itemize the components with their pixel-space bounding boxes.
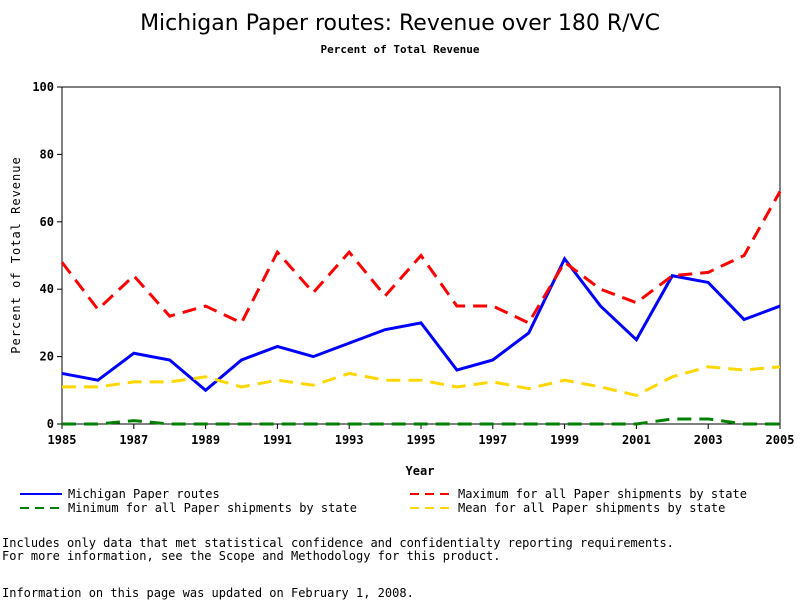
y-tick-label: 40 (40, 282, 54, 296)
series-line (62, 365, 781, 397)
x-tick-label: 1985 (48, 433, 77, 447)
x-tick-label: 2001 (622, 433, 651, 447)
x-tick-label: 1997 (478, 433, 507, 447)
y-tick-label: 60 (40, 215, 54, 229)
legend-label: Michigan Paper routes (68, 487, 220, 501)
x-tick-label: 1993 (335, 433, 364, 447)
legend-label: Minimum for all Paper shipments by state (68, 501, 357, 515)
y-tick-label: 20 (40, 350, 54, 364)
series-line (62, 417, 780, 426)
series-line (61, 256, 781, 393)
x-tick-label: 1987 (119, 433, 148, 447)
x-tick-label: 1995 (407, 433, 436, 447)
note: Includes only data that met statistical … (2, 536, 674, 550)
legend-label: Maximum for all Paper shipments by state (458, 487, 747, 501)
y-tick-label: 100 (32, 80, 54, 94)
x-tick-label: 1991 (263, 433, 292, 447)
note: Information on this page was updated on … (2, 586, 414, 600)
legend-label: Mean for all Paper shipments by state (458, 501, 725, 515)
x-tick-label: 1999 (550, 433, 579, 447)
y-tick-label: 0 (47, 417, 54, 431)
y-axis-label: Percent of Total Revenue (9, 156, 23, 353)
y-tick-label: 80 (40, 147, 54, 161)
x-axis-label: Year (406, 464, 435, 478)
series-line (60, 190, 782, 325)
note: For more information, see the Scope and … (2, 549, 501, 563)
x-tick-label: 2005 (766, 433, 795, 447)
x-tick-label: 1989 (191, 433, 220, 447)
chart-subtitle: Percent of Total Revenue (321, 43, 480, 56)
chart-title: Michigan Paper routes: Revenue over 180 … (140, 11, 660, 36)
x-tick-label: 2003 (694, 433, 723, 447)
